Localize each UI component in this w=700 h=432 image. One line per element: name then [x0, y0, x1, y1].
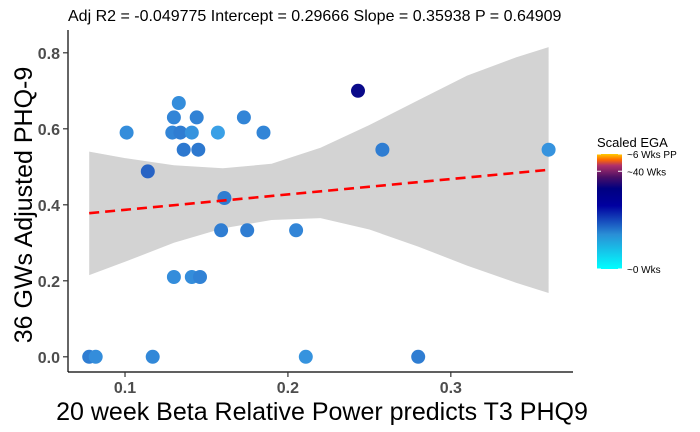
plot-area	[82, 47, 556, 364]
data-point	[217, 191, 232, 205]
data-point	[214, 223, 229, 238]
legend-colorbar	[597, 154, 622, 269]
data-point	[119, 125, 134, 140]
data-point	[189, 110, 204, 125]
data-point	[173, 125, 188, 140]
data-point	[140, 164, 155, 179]
y-axis-ticks: 0.0 0.2 0.4 0.6 0.8	[38, 46, 68, 367]
chart-title: Adj R2 = -0.049775 Intercept = 0.29666 S…	[68, 8, 562, 25]
data-point	[256, 125, 271, 140]
y-tick-label: 0.0	[38, 350, 60, 367]
legend-label: ~6 Wks PP	[627, 150, 677, 161]
y-tick-label: 0.4	[38, 198, 60, 215]
data-point	[351, 83, 365, 98]
data-point	[193, 270, 207, 284]
y-tick-label: 0.2	[38, 274, 60, 291]
x-axis-ticks: 0.1 0.2 0.3	[114, 372, 462, 397]
legend-label: ~40 Wks	[627, 167, 666, 178]
data-point	[145, 349, 160, 364]
data-point	[541, 142, 556, 157]
data-point	[191, 142, 206, 157]
y-axis-title: 36 GWs Adjusted PHQ-9	[10, 67, 38, 344]
data-point	[176, 142, 191, 157]
data-point	[298, 349, 313, 364]
data-point	[88, 349, 103, 364]
data-point	[411, 349, 426, 364]
data-point	[184, 125, 199, 140]
x-tick-label: 0.1	[114, 380, 136, 397]
y-tick-label: 0.6	[38, 122, 60, 139]
data-point	[375, 142, 390, 157]
y-tick-label: 0.8	[38, 46, 60, 63]
data-point	[166, 270, 181, 284]
data-point	[240, 223, 255, 238]
data-point	[171, 96, 186, 110]
legend-label: ~0 Wks	[627, 265, 661, 276]
legend: Scaled EGA ~6 Wks PP ~40 Wks ~0 Wks	[597, 135, 677, 276]
x-axis-title: 20 week Beta Relative Power predicts T3 …	[56, 398, 588, 426]
x-tick-label: 0.2	[277, 380, 299, 397]
data-point	[166, 110, 181, 125]
data-point	[289, 223, 304, 238]
trend-line	[89, 168, 549, 215]
x-tick-label: 0.3	[440, 380, 462, 397]
data-point	[236, 110, 251, 125]
confidence-band	[89, 47, 549, 293]
data-point	[210, 125, 225, 140]
legend-title: Scaled EGA	[597, 135, 668, 150]
legend-labels: ~6 Wks PP ~40 Wks ~0 Wks	[597, 150, 677, 276]
